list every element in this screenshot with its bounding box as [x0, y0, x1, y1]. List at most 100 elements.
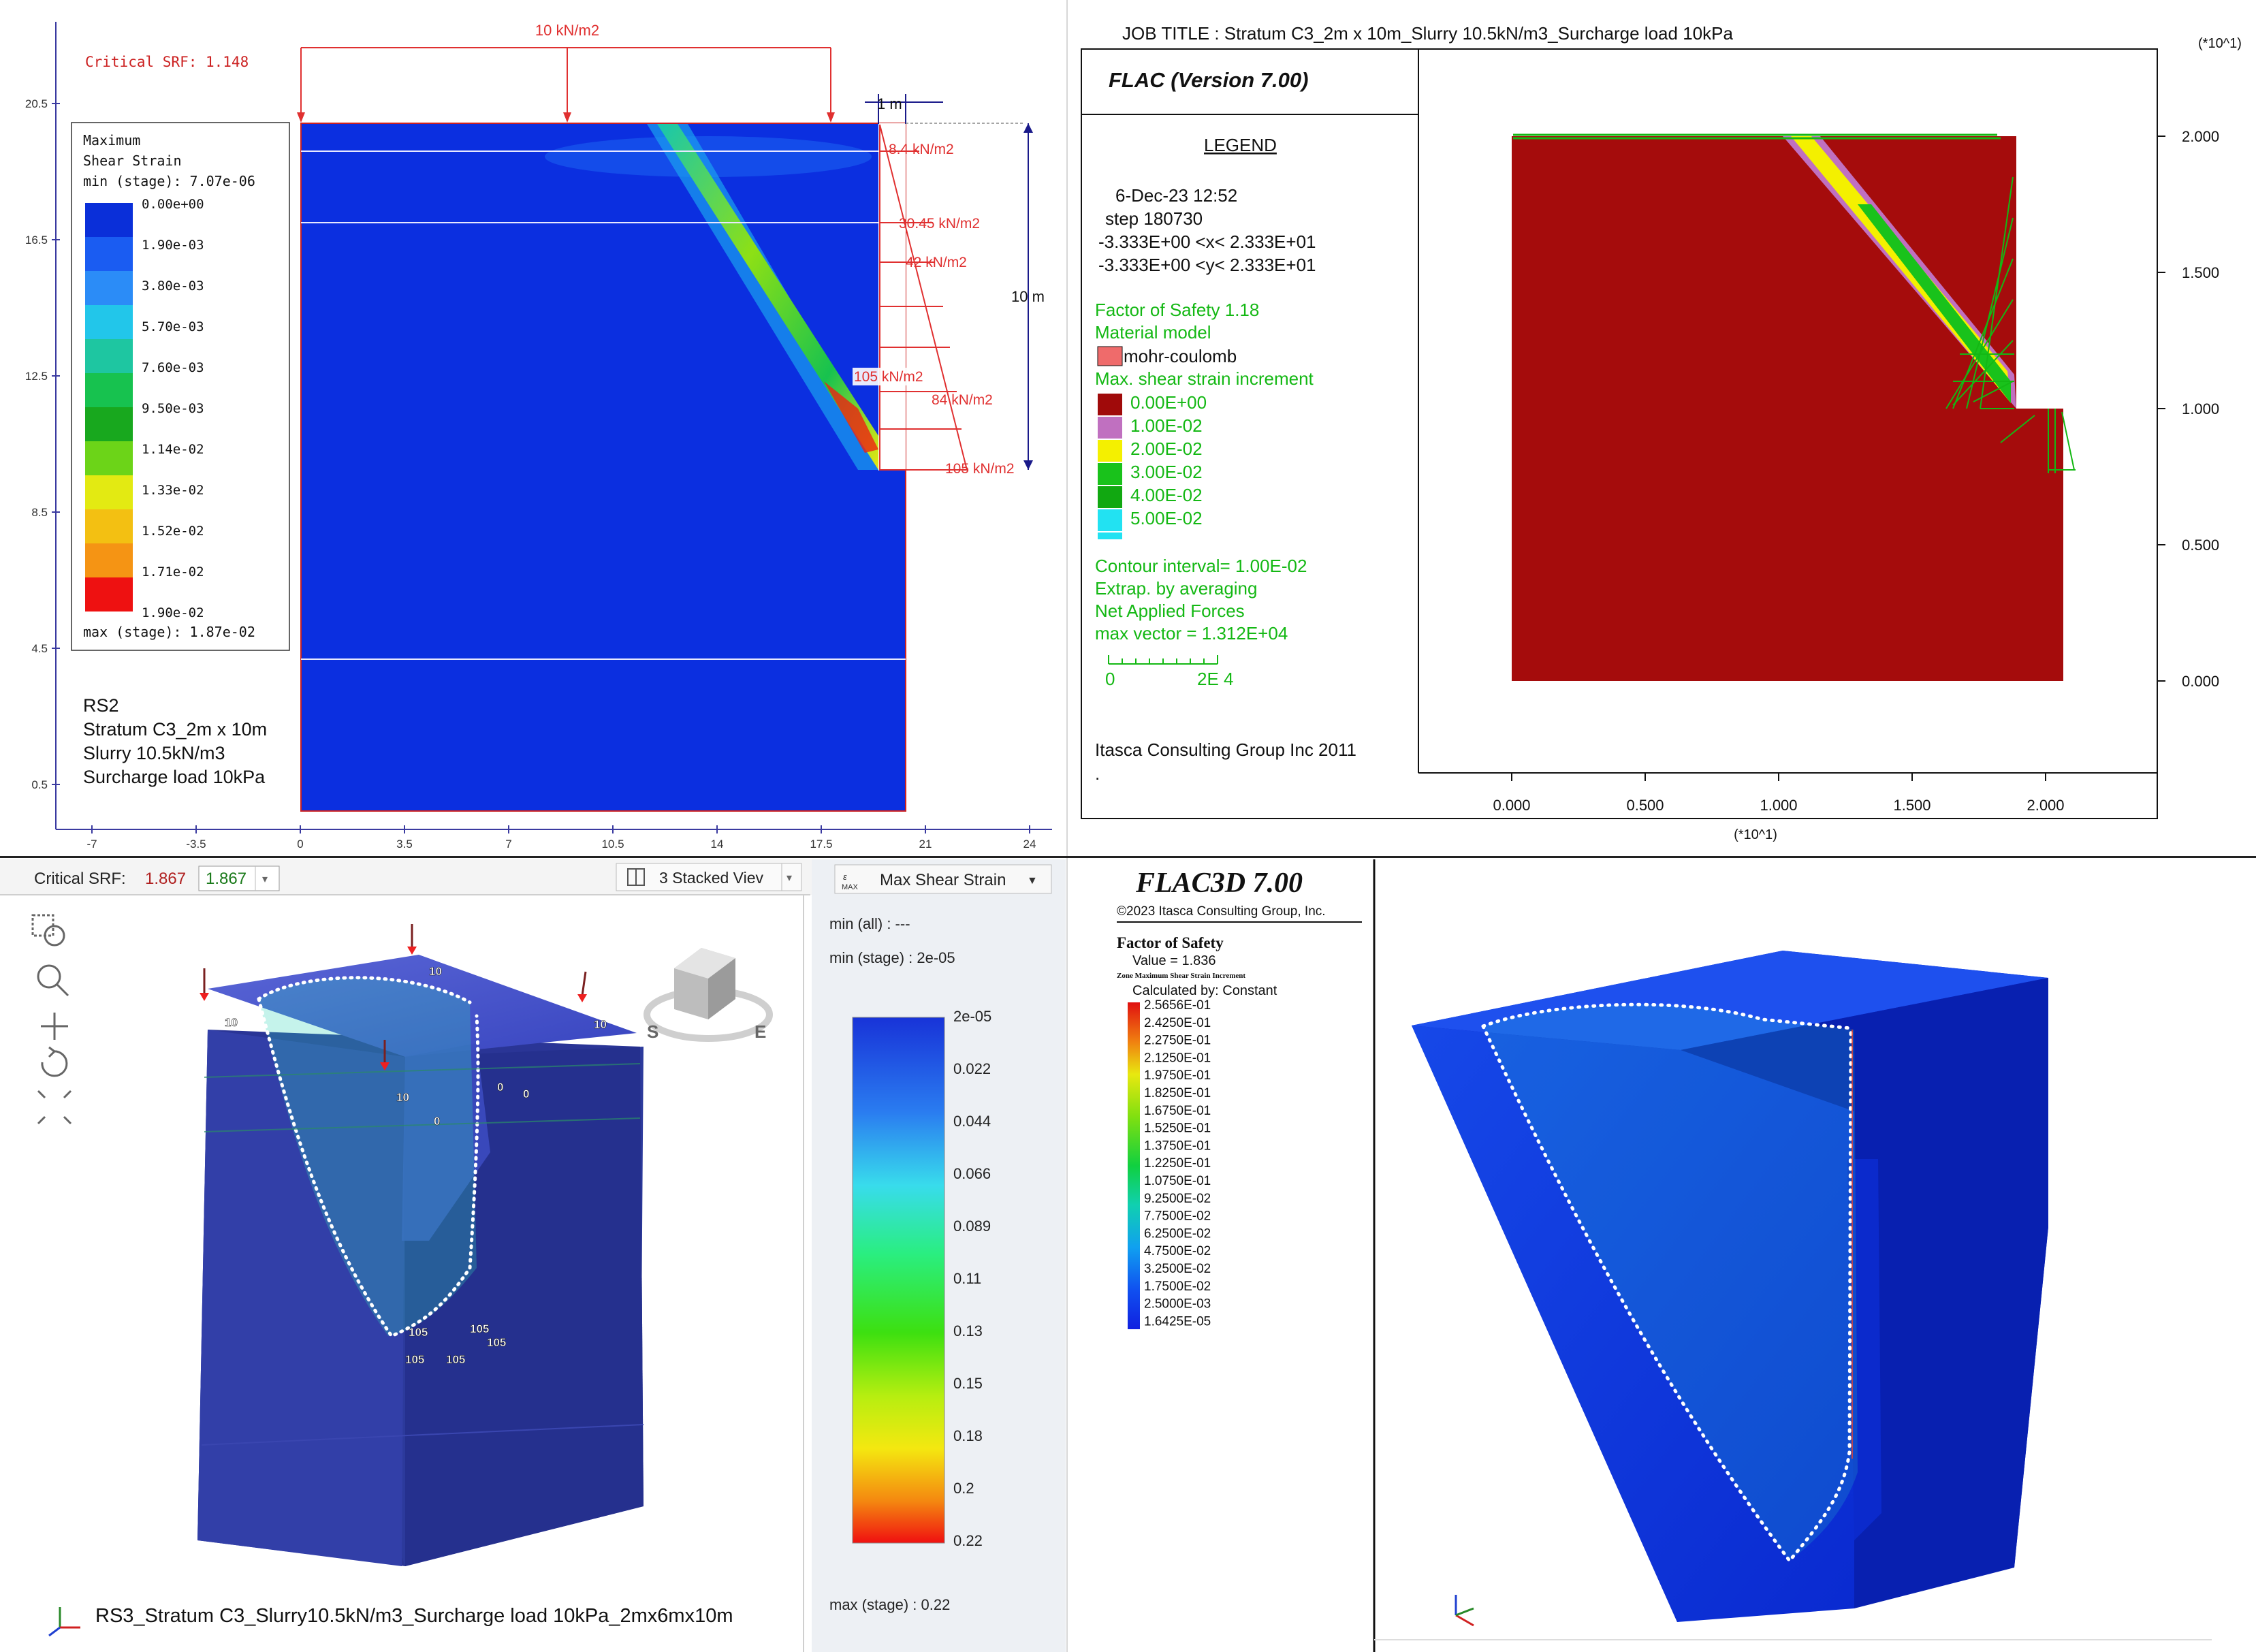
x-tick-label: 17.5 [810, 838, 832, 851]
x-tick-label: 3.5 [396, 838, 413, 851]
flac3d-legend-value: 4.7500E-02 [1144, 1244, 1211, 1258]
legend-swatch [85, 203, 133, 237]
rs3-max-stage: max (stage) : 0.22 [829, 1596, 950, 1613]
zoom-icon[interactable] [37, 964, 69, 997]
flac-y-unit: (*10^1) [2198, 36, 2242, 51]
pan-icon[interactable] [41, 1013, 68, 1040]
fos-value: Value = 1.836 [1132, 953, 1216, 968]
flac3d-legend-value: 1.9750E-01 [1144, 1068, 1211, 1083]
zoom-window-icon[interactable] [31, 914, 65, 947]
y-tick-label: 8.5 [31, 506, 48, 519]
job-title: JOB TITLE : Stratum C3_2m x 10m_Slurry 1… [1122, 23, 1733, 44]
flac3d-colorbar [1128, 1002, 1140, 1329]
fit-icon[interactable] [37, 1090, 72, 1125]
flac3d-legend-value: 2.4250E-01 [1144, 1016, 1211, 1030]
flac-step: step 180730 [1105, 208, 1203, 229]
x-tick-label: 7 [505, 838, 511, 851]
calc-label: Calculated by: Constant [1132, 983, 1277, 998]
nav-cube-e: E [754, 1021, 766, 1042]
flac3d-failure-zone [1483, 1004, 1858, 1561]
nav-cube-s: S [647, 1021, 658, 1042]
rotate-icon[interactable] [41, 1046, 68, 1077]
legend-value: 1.90e-02 [142, 605, 204, 620]
load-label: 105 [470, 1322, 489, 1335]
rs3-legend-value: 0.2 [953, 1480, 974, 1497]
legend-value: 1.71e-02 [142, 565, 204, 579]
legend-swatch [85, 271, 133, 305]
srf-select[interactable]: 1.867 ▾ [198, 865, 280, 891]
legend-heading: LEGEND [1204, 135, 1277, 155]
strain-title: Max. shear strain increment [1095, 368, 1314, 389]
dim-top-label: 1 m [877, 95, 902, 112]
net-forces: Net Applied Forces [1095, 601, 1245, 621]
strain-swatch [1098, 440, 1122, 462]
load-label: 10 [594, 1018, 607, 1031]
flac3d-legend-value: 1.0750E-01 [1144, 1174, 1211, 1188]
load-arrows [203, 924, 587, 1064]
rs3-legend-value: 0.15 [953, 1375, 983, 1392]
rs3-legend-value: 2e-05 [953, 1008, 991, 1025]
y-tick-label: 0.5 [31, 778, 48, 791]
pressure-diagram [879, 124, 968, 471]
chevron-down-icon: ▼ [1027, 875, 1038, 887]
flac3d-slip-surface [1481, 1024, 1853, 1564]
pressure-label: 30.45 kN/m2 [899, 216, 980, 232]
flac-y-range: -3.333E+00 <y< 2.333E+01 [1098, 255, 1316, 275]
flac-x-unit: (*10^1) [1734, 827, 1777, 842]
rs2-info-line: Slurry 10.5kN/m3 [83, 743, 225, 763]
flac-y-tick: 0.500 [2182, 537, 2219, 554]
strain-icon: MAX [842, 883, 859, 891]
legend-value: 0.00e+00 [142, 197, 204, 212]
material-name: mohr-coulomb [1124, 346, 1237, 366]
y-tick-label: 20.5 [25, 97, 48, 110]
rs2-info-line: RS2 [83, 695, 119, 716]
flac-x-tick: 1.500 [1893, 797, 1931, 814]
flac3d-title: FLAC3D 7.00 [1135, 868, 1303, 899]
flac-trench [2016, 136, 2064, 409]
rs3-block-front [197, 1030, 405, 1566]
legend-swatch [85, 543, 133, 577]
legend-value: 1.90e-03 [142, 238, 204, 253]
load-label: 105 [446, 1353, 465, 1366]
flac3d-legend-value: 1.6750E-01 [1144, 1104, 1211, 1118]
pressure-label: 84 kN/m2 [932, 392, 993, 408]
flac3d-legend-value: 1.7500E-02 [1144, 1280, 1211, 1294]
flac-y-tick: 0.000 [2182, 673, 2219, 690]
rs3-legend-value: 0.11 [953, 1270, 981, 1287]
stacked-view-button[interactable]: 3 Stacked Viev ▾ [616, 863, 802, 891]
contour-dropdown[interactable]: ε MAX Max Shear Strain ▼ [834, 864, 1052, 894]
max-vector: max vector = 1.312E+04 [1095, 623, 1288, 644]
load-label: 0 [523, 1087, 529, 1100]
flac3d-trench [1847, 1159, 1881, 1540]
legend-value: 5.70e-03 [142, 319, 204, 334]
critical-srf-value: 1.867 [145, 870, 186, 888]
view-tools [31, 914, 72, 1125]
legend-swatch [85, 441, 133, 475]
rs3-panel: Critical SRF: 1.867 1.867 ▾ 3 Stacked Vi… [0, 859, 1066, 1652]
trench [878, 123, 906, 471]
flac-model-grid [1512, 136, 2063, 681]
flac3d-legend-value: 2.1250E-01 [1144, 1051, 1211, 1065]
critical-srf: Critical SRF: 1.148 [85, 54, 249, 70]
flac3d-slip-trace [1481, 1002, 1853, 1030]
flac-x-tick: 2.000 [2027, 797, 2064, 814]
flac3d-legend-value: 7.7500E-02 [1144, 1209, 1211, 1224]
rs3-legend-value: 0.022 [953, 1060, 991, 1077]
legend-swatch [85, 339, 133, 373]
flac-dot: . [1095, 763, 1100, 784]
rs3-colorbar [852, 1017, 945, 1544]
material-model: Material model [1095, 322, 1211, 343]
x-tick-label: 21 [919, 838, 932, 851]
chevron-down-icon: ▾ [262, 874, 268, 885]
legend-title: Maximum [83, 132, 140, 148]
load-label: 0 [497, 1081, 503, 1094]
strain-value: 5.00E-02 [1130, 508, 1203, 528]
rs3-min-stage: min (stage) : 2e-05 [829, 949, 955, 966]
legend-swatch [85, 407, 133, 441]
dim-height-label: 10 m [1011, 288, 1045, 305]
strain-swatch [1098, 486, 1122, 508]
flac-date: 6-Dec-23 12:52 [1115, 185, 1237, 206]
zone-label: Zone Maximum Shear Strain Increment [1117, 972, 1245, 980]
x-tick-label: 0 [297, 838, 303, 851]
nav-cube[interactable]: S E [644, 948, 773, 1042]
